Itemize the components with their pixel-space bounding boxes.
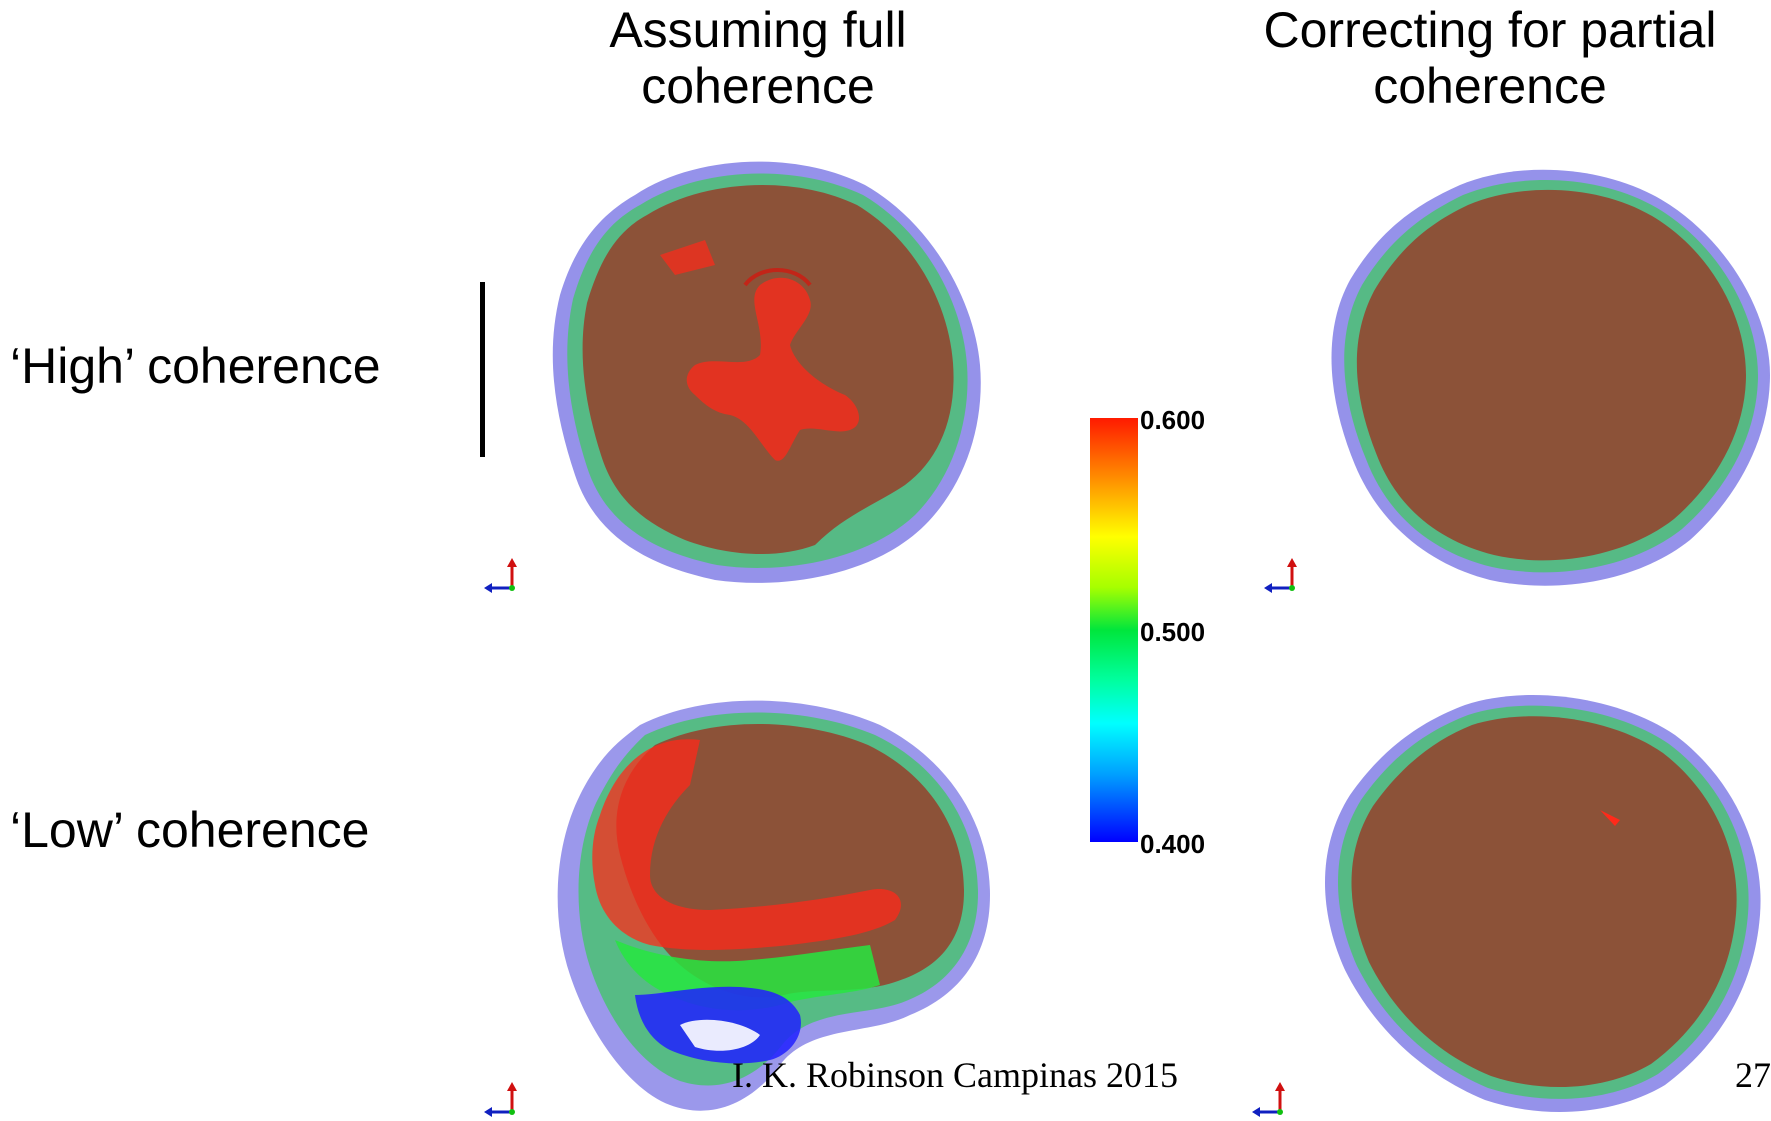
high-density-region: [660, 240, 715, 275]
reconstruction-full-low: [557, 700, 990, 1111]
column-title-full-coherence: Assuming full coherence: [552, 2, 964, 114]
row-label-low-coherence: ‘Low’ coherence: [10, 802, 370, 858]
reconstruction-full-high: [552, 161, 981, 583]
core-surface: [1351, 716, 1737, 1088]
reconstruction-partial-high: [1331, 169, 1770, 586]
column-title-line1: Assuming full: [609, 2, 907, 58]
high-density-region: [1600, 810, 1620, 826]
row-label-high-coherence: ‘High’ coherence: [10, 338, 381, 394]
colorbar-tick-min: 0.400: [1140, 829, 1206, 859]
high-density-region: [743, 268, 812, 287]
colorbar-tick-max: 0.600: [1140, 405, 1206, 435]
axes-triad-icon: [484, 558, 517, 593]
high-density-region: [686, 277, 860, 461]
axes-triad-icon: [1252, 1082, 1285, 1117]
high-density-region: [592, 739, 901, 950]
axes-triad-icon: [1264, 558, 1297, 593]
column-title-line2: coherence: [641, 58, 875, 114]
axes-triad-icon: [484, 1082, 517, 1117]
column-title-line1: Correcting for partial: [1263, 2, 1717, 58]
reconstruction-partial-low: [1325, 695, 1761, 1112]
column-title-line2: coherence: [1373, 58, 1607, 114]
color-scale-bar: [1090, 418, 1138, 842]
footer-author: I. K. Robinson Campinas 2015: [732, 1055, 1178, 1095]
scale-bar: [480, 282, 485, 457]
core-surface: [1356, 189, 1746, 561]
colorbar-tick-mid: 0.500: [1140, 617, 1206, 647]
column-title-partial-coherence: Correcting for partial coherence: [1230, 2, 1750, 114]
page-number: 27: [1735, 1055, 1771, 1095]
void-region: [680, 1019, 760, 1051]
